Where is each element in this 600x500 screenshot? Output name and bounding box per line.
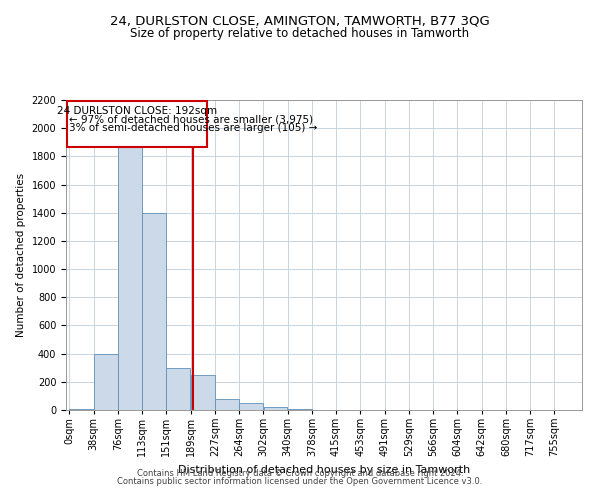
Text: Contains HM Land Registry data © Crown copyright and database right 2024.: Contains HM Land Registry data © Crown c… [137,468,463,477]
Text: 24 DURLSTON CLOSE: 192sqm: 24 DURLSTON CLOSE: 192sqm [57,106,217,117]
Text: Contains public sector information licensed under the Open Government Licence v3: Contains public sector information licen… [118,477,482,486]
Bar [142,212,166,410]
Y-axis label: Number of detached properties: Number of detached properties [16,173,26,337]
Bar [263,407,287,410]
Bar [118,128,142,410]
Bar [215,400,239,410]
Text: ← 97% of detached houses are smaller (3,975): ← 97% of detached houses are smaller (3,… [69,114,313,124]
Text: Size of property relative to detached houses in Tamworth: Size of property relative to detached ho… [130,28,470,40]
Text: 3% of semi-detached houses are larger (105) →: 3% of semi-detached houses are larger (1… [69,122,317,132]
Bar [94,354,118,410]
Bar [166,368,190,410]
Bar [67,102,207,146]
Bar [239,403,263,410]
X-axis label: Distribution of detached houses by size in Tamworth: Distribution of detached houses by size … [178,465,470,475]
Bar [191,375,215,410]
Text: 24, DURLSTON CLOSE, AMINGTON, TAMWORTH, B77 3QG: 24, DURLSTON CLOSE, AMINGTON, TAMWORTH, … [110,15,490,28]
